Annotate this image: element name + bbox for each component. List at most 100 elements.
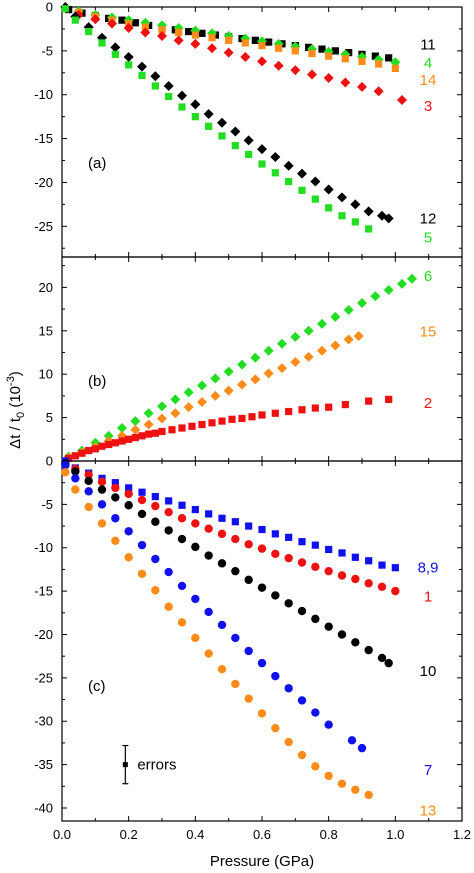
data-point	[188, 422, 196, 430]
data-point	[223, 47, 234, 58]
data-point	[284, 553, 293, 563]
series-label: 15	[420, 324, 437, 341]
data-point	[351, 574, 360, 584]
data-point	[297, 696, 307, 705]
data-point	[71, 16, 79, 24]
data-point	[297, 750, 307, 760]
data-point	[85, 446, 93, 455]
data-point	[138, 432, 146, 440]
plot-frame	[61, 460, 463, 822]
data-point	[118, 16, 126, 24]
data-point	[97, 477, 107, 487]
data-point	[277, 363, 287, 374]
data-point	[303, 351, 314, 362]
data-point	[71, 467, 80, 476]
data-point	[125, 484, 133, 492]
data-point	[257, 544, 267, 553]
data-point	[140, 27, 151, 38]
data-point	[218, 132, 226, 140]
series-label: 4	[424, 55, 432, 72]
data-point	[251, 36, 259, 44]
data-point	[158, 26, 166, 34]
series-2	[65, 395, 393, 462]
data-point	[284, 599, 293, 608]
data-point	[271, 169, 279, 177]
y-tick-label: -25	[34, 670, 53, 685]
data-point	[124, 527, 133, 536]
data-point	[178, 103, 186, 111]
data-point	[191, 505, 199, 514]
data-point	[377, 653, 387, 663]
data-point	[385, 54, 393, 62]
data-point	[183, 402, 194, 413]
data-point	[137, 61, 147, 72]
data-point	[183, 387, 194, 398]
data-point	[210, 373, 221, 384]
data-point	[244, 575, 253, 585]
data-point	[61, 468, 70, 477]
data-point	[97, 485, 107, 494]
data-point	[103, 430, 114, 441]
data-point	[177, 618, 187, 627]
data-point	[90, 14, 101, 25]
data-point	[373, 86, 384, 97]
data-point	[258, 160, 266, 168]
series-label: 2	[424, 395, 432, 412]
data-point	[178, 424, 186, 432]
data-point	[210, 390, 221, 401]
y-tick-label: -10	[34, 540, 53, 555]
data-point	[353, 330, 364, 341]
data-point	[163, 80, 174, 91]
data-point	[311, 562, 320, 572]
data-point	[84, 502, 93, 512]
data-point	[244, 646, 253, 656]
data-point	[324, 720, 333, 729]
series-label: 10	[420, 663, 437, 680]
data-point	[123, 23, 134, 34]
data-point	[291, 47, 299, 55]
data-point	[370, 291, 381, 302]
data-point	[143, 408, 154, 419]
data-point	[330, 340, 341, 351]
data-point	[217, 529, 227, 539]
data-point	[238, 414, 246, 423]
data-point	[218, 417, 226, 425]
data-point	[78, 449, 86, 457]
data-point	[248, 413, 256, 421]
data-point	[290, 357, 301, 368]
data-point	[357, 81, 367, 92]
data-point	[311, 614, 320, 624]
data-point	[177, 534, 187, 544]
data-point	[324, 771, 333, 781]
data-point	[244, 694, 253, 703]
data-point	[337, 192, 347, 203]
panel-label: (c)	[88, 678, 106, 695]
data-point	[297, 558, 307, 567]
data-point	[137, 495, 147, 505]
x-axis-title: Pressure (GPa)	[210, 853, 314, 870]
data-point	[245, 150, 253, 158]
y-tick-label: -5	[41, 43, 53, 58]
data-point	[364, 645, 373, 655]
data-point	[151, 492, 159, 501]
data-point	[84, 476, 93, 486]
data-point	[208, 419, 216, 427]
data-point	[303, 325, 314, 336]
data-point	[285, 533, 293, 541]
data-point	[185, 27, 193, 36]
data-point	[173, 35, 184, 46]
data-point	[297, 606, 307, 616]
data-point	[237, 379, 247, 390]
data-point	[130, 416, 141, 427]
y-tick-label: -40	[34, 800, 53, 815]
series-label: 8,9	[418, 560, 439, 577]
data-point	[397, 278, 407, 289]
data-point	[341, 55, 349, 63]
x-tick-label: 1.2	[453, 827, 471, 842]
y-axis-title: Δt / t0 (10-3)	[5, 371, 27, 449]
data-point	[357, 743, 367, 753]
y-tick-label: -15	[34, 584, 53, 599]
data-point	[271, 723, 280, 733]
data-point	[231, 679, 240, 689]
y-tick-label: -20	[34, 175, 53, 190]
